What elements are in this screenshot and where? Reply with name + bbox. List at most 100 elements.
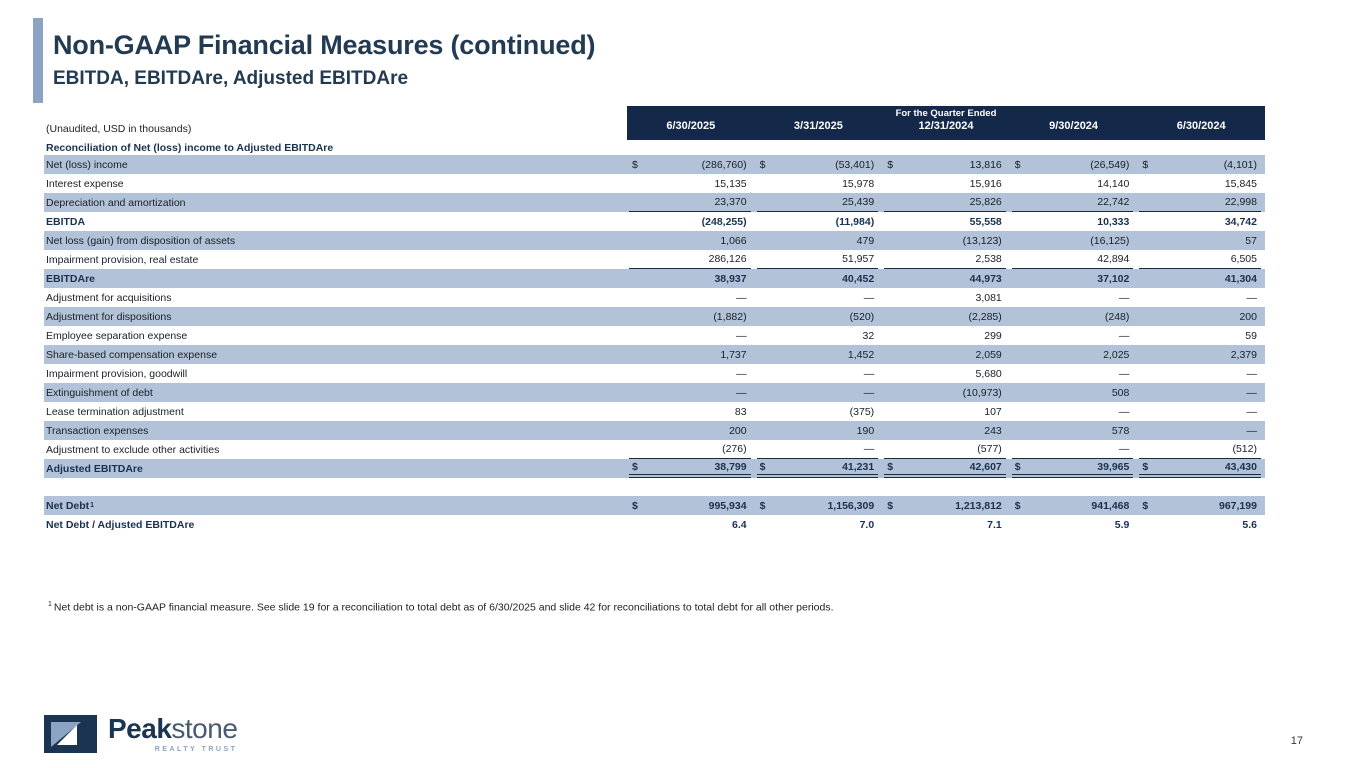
table-cell: $ (286,760) xyxy=(627,155,755,174)
table-cell: — xyxy=(627,326,755,345)
row-label: Interest expense xyxy=(46,177,124,190)
cell-value: 15,978 xyxy=(842,177,875,190)
cell-value: (577) xyxy=(977,443,1002,455)
cell-value: 39,965 xyxy=(1097,460,1130,473)
cell-value: — xyxy=(863,386,875,399)
cell-value: (520) xyxy=(849,310,875,323)
table-cell: — xyxy=(755,383,883,402)
table-row: EBITDAre 38,937 40,452 44,973 37,102 41,304 xyxy=(44,269,1265,288)
cell-value: 83 xyxy=(734,405,747,418)
cell-value: 967,199 xyxy=(1219,499,1257,512)
dollar-sign: $ xyxy=(1142,460,1149,473)
table-cell: 479 xyxy=(755,231,883,250)
column-header-2: 12/31/2024 xyxy=(918,120,974,132)
table-cell: (276) xyxy=(627,440,755,459)
page-number: 17 xyxy=(1290,735,1303,747)
table-cell: 55,558 xyxy=(882,212,1010,231)
cell-value: — xyxy=(1246,405,1257,418)
table-header-row: (Unaudited, USD in thousands) For the Qu… xyxy=(44,106,1265,140)
cell-value: 59 xyxy=(1245,329,1257,342)
cell-value: (13,123) xyxy=(962,234,1002,247)
table-cell: 42,894 xyxy=(1010,250,1138,269)
row-label: Adjusted EBITDAre xyxy=(46,462,143,475)
table-cell: 22,742 xyxy=(1010,193,1138,212)
table-cell: 1,066 xyxy=(627,231,755,250)
quarter-ended-label: For the Quarter Ended xyxy=(895,108,997,119)
cell-value: 55,558 xyxy=(969,215,1002,228)
cell-value: 41,304 xyxy=(1224,272,1257,285)
column-header-3: 9/30/2024 xyxy=(1049,120,1099,132)
table-row: Extinguishment of debt — — (10,973) 508 — xyxy=(44,383,1265,402)
page-title: Non-GAAP Financial Measures (continued) xyxy=(53,30,596,60)
cell-value: — xyxy=(863,367,875,380)
cell-value: — xyxy=(1246,291,1257,304)
cell-value: 15,135 xyxy=(714,177,747,190)
cell-value: 299 xyxy=(984,329,1002,342)
table-cell: 5.9 xyxy=(1010,515,1138,534)
table-cell: 2,379 xyxy=(1137,345,1265,364)
cell-value: 15,916 xyxy=(969,177,1002,190)
table-cell: (2,285) xyxy=(882,307,1010,326)
row-label: Adjustment for acquisitions xyxy=(46,291,172,304)
cell-value: 5.9 xyxy=(1114,518,1130,531)
table-cell: 6.4 xyxy=(627,515,755,534)
table-cell: 15,978 xyxy=(755,174,883,193)
cell-value: — xyxy=(1246,367,1257,380)
table-row: Adjustment for acquisitions — — 3,081 — — xyxy=(44,288,1265,307)
table-cell: $1,156,309 xyxy=(755,496,883,515)
table-cell: 44,973 xyxy=(882,269,1010,288)
table-cell: 7.1 xyxy=(882,515,1010,534)
cell-value: 286,126 xyxy=(708,253,747,265)
table-cell: — xyxy=(1010,402,1138,421)
table-cell: — xyxy=(755,440,883,459)
table-cell: 243 xyxy=(882,421,1010,440)
table-cell: 508 xyxy=(1010,383,1138,402)
cell-value: (26,549) xyxy=(1090,158,1130,171)
dollar-sign: $ xyxy=(1142,158,1149,171)
cell-value: 25,826 xyxy=(969,196,1002,208)
cell-value: 7.1 xyxy=(987,518,1002,531)
cell-value: 25,439 xyxy=(842,196,875,208)
footnote: 1 Net debt is a non-GAAP financial measur… xyxy=(48,601,834,614)
table-cell: (520) xyxy=(755,307,883,326)
table-cell: 25,439 xyxy=(755,193,883,212)
table-cell: $967,199 xyxy=(1137,496,1265,515)
cell-value: — xyxy=(1118,443,1130,455)
table-row: Impairment provision, goodwill — — 5,680 — — xyxy=(44,364,1265,383)
table-cell: (11,984) xyxy=(755,212,883,231)
cell-value: 13,816 xyxy=(969,158,1002,171)
dollar-sign: $ xyxy=(759,499,766,512)
cell-value: (248,255) xyxy=(701,215,747,228)
row-label: Adjustment for dispositions xyxy=(46,310,172,323)
table-cell: (10,973) xyxy=(882,383,1010,402)
logo-text-light: stone xyxy=(171,713,238,744)
table-cell: 40,452 xyxy=(755,269,883,288)
table-cell: — xyxy=(627,364,755,383)
table-cell: 59 xyxy=(1137,326,1265,345)
table-cell: 200 xyxy=(627,421,755,440)
table-cell: (16,125) xyxy=(1010,231,1138,250)
table-row: Net Debt 1 $995,934 $1,156,309 $1,213,812 $94… xyxy=(44,496,1265,515)
table-cell: (1,882) xyxy=(627,307,755,326)
cell-value: 190 xyxy=(856,424,875,437)
table-row: Employee separation expense — 32 299 — 59 xyxy=(44,326,1265,345)
table-cell: 1,452 xyxy=(755,345,883,364)
table-row: Net (loss) income $ (286,760) $ (53,401) $13,… xyxy=(44,155,1265,174)
table-cell: 51,957 xyxy=(755,250,883,269)
cell-value: 2,379 xyxy=(1230,348,1257,361)
table-row: Impairment provision, real estate 286,126… xyxy=(44,250,1265,269)
table-cell: $38,799 xyxy=(627,459,755,478)
cell-value: 6,505 xyxy=(1230,253,1257,265)
row-label: Net (loss) income xyxy=(46,158,128,171)
table-cell: 190 xyxy=(755,421,883,440)
cell-value: 243 xyxy=(984,424,1002,437)
peakstone-logo-icon xyxy=(44,715,97,753)
table-cell: (375) xyxy=(755,402,883,421)
cell-value: — xyxy=(1118,329,1130,342)
cell-value: 57 xyxy=(1245,234,1257,247)
table-row: Interest expense 15,135 15,978 15,916 14,140… xyxy=(44,174,1265,193)
dollar-sign: $ xyxy=(887,158,894,171)
cell-value: 44,973 xyxy=(969,272,1002,285)
cell-value: 995,934 xyxy=(708,499,747,512)
cell-value: 23,370 xyxy=(714,196,747,208)
